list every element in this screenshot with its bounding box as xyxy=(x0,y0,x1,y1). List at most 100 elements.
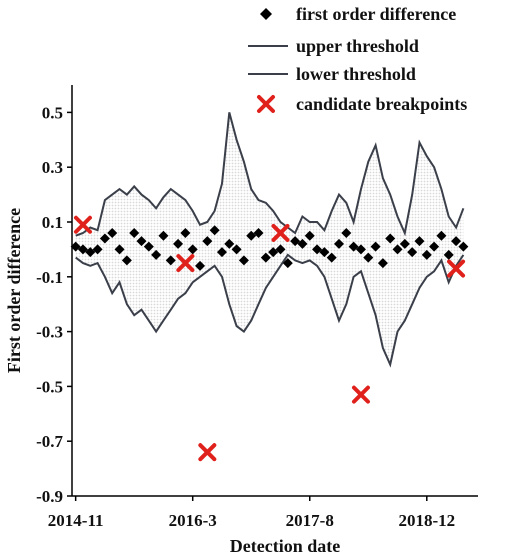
legend: first order difference upper threshold low… xyxy=(248,4,467,114)
threshold-band xyxy=(75,112,464,365)
difference-point xyxy=(451,236,462,247)
difference-point xyxy=(399,238,410,249)
difference-point xyxy=(377,258,388,269)
difference-point xyxy=(238,255,249,266)
difference-point xyxy=(99,233,110,244)
breakpoint-stroke xyxy=(198,443,217,462)
difference-point xyxy=(114,244,125,255)
threshold-lines xyxy=(75,112,465,368)
y-axis-title: First order difference xyxy=(4,208,24,373)
breakpoint-marker xyxy=(198,443,217,462)
legend-diamond-icon xyxy=(260,8,272,20)
legend-label: first order difference xyxy=(296,4,456,24)
difference-point xyxy=(143,241,154,252)
difference-point xyxy=(355,244,366,255)
difference-point xyxy=(326,252,337,263)
breakpoint-marker xyxy=(271,223,290,242)
x-axis-title: Detection date xyxy=(230,536,340,556)
difference-point xyxy=(129,227,140,238)
difference-point xyxy=(282,258,293,269)
difference-point xyxy=(216,247,227,258)
difference-point xyxy=(246,230,257,241)
y-tick-label: 0.3 xyxy=(42,158,63,177)
x-tick-label: 2017-8 xyxy=(286,511,334,530)
y-tick-label: -0.5 xyxy=(36,377,63,396)
y-tick-label: 0.5 xyxy=(42,103,63,122)
difference-point xyxy=(92,244,103,255)
difference-point xyxy=(407,247,418,258)
breakpoint-marker xyxy=(351,385,370,404)
difference-point xyxy=(107,227,118,238)
y-tick-label: -0.1 xyxy=(36,268,63,287)
difference-point xyxy=(363,252,374,263)
difference-point xyxy=(334,238,345,249)
threshold-band-area xyxy=(75,112,464,365)
breakpoint-markers xyxy=(73,215,466,462)
difference-point xyxy=(429,241,440,252)
legend-label: upper threshold xyxy=(296,36,419,56)
breakpoint-stroke xyxy=(176,254,195,273)
legend-label: candidate breakpoints xyxy=(296,94,467,114)
difference-point xyxy=(180,227,191,238)
difference-point xyxy=(385,233,396,244)
lower-threshold-line xyxy=(75,253,465,368)
difference-point xyxy=(392,244,403,255)
y-tick-label: -0.9 xyxy=(36,487,63,506)
difference-point xyxy=(253,227,264,238)
legend-x-icon xyxy=(257,95,275,113)
difference-point xyxy=(151,249,162,260)
y-tick-label: 0.1 xyxy=(42,213,63,232)
legend-item: lower threshold xyxy=(248,64,416,84)
difference-point xyxy=(231,244,242,255)
difference-point xyxy=(319,247,330,258)
difference-point xyxy=(370,241,381,252)
x-tick-label: 2018-12 xyxy=(398,511,455,530)
difference-point xyxy=(121,255,132,266)
difference-point xyxy=(312,244,323,255)
y-tick-label: -0.7 xyxy=(36,432,63,451)
y-tick-label: -0.3 xyxy=(36,323,63,342)
difference-point xyxy=(341,227,352,238)
x-tick-label: 2014-11 xyxy=(48,511,104,530)
legend-label: lower threshold xyxy=(296,64,416,84)
difference-point xyxy=(436,230,447,241)
difference-point xyxy=(202,236,213,247)
difference-points xyxy=(70,225,469,271)
difference-point xyxy=(268,247,279,258)
difference-point xyxy=(195,260,206,271)
legend-item: first order difference xyxy=(260,4,456,24)
difference-point xyxy=(414,236,425,247)
breakpoint-marker xyxy=(176,254,195,273)
legend-item: upper threshold xyxy=(248,36,419,56)
difference-point xyxy=(275,244,286,255)
difference-point xyxy=(290,236,301,247)
difference-point xyxy=(165,255,176,266)
difference-point xyxy=(304,230,315,241)
breakpoint-stroke xyxy=(351,385,370,404)
breakpoint-stroke xyxy=(257,95,275,113)
difference-point xyxy=(297,238,308,249)
difference-point xyxy=(173,238,184,249)
breakpoint-marker xyxy=(447,259,466,278)
difference-point xyxy=(77,244,88,255)
axes: 0.5 0.3 0.1 -0.1 -0.3 -0.5 -0.7 -0.9 2014-11 2016… xyxy=(4,85,478,556)
difference-point xyxy=(158,230,169,241)
breakpoint-stroke xyxy=(447,259,466,278)
difference-point xyxy=(136,236,147,247)
breakpoint-stroke xyxy=(271,223,290,242)
x-tick-label: 2016-3 xyxy=(169,511,217,530)
legend-item: candidate breakpoints xyxy=(257,94,467,114)
difference-point xyxy=(70,241,81,252)
difference-point xyxy=(209,225,220,236)
difference-point xyxy=(348,241,359,252)
difference-point xyxy=(187,244,198,255)
difference-point xyxy=(458,241,469,252)
difference-point xyxy=(260,252,271,263)
difference-point xyxy=(85,247,96,258)
difference-point xyxy=(421,249,432,260)
difference-point xyxy=(443,249,454,260)
breakpoint-marker xyxy=(73,215,92,234)
difference-point xyxy=(224,238,235,249)
